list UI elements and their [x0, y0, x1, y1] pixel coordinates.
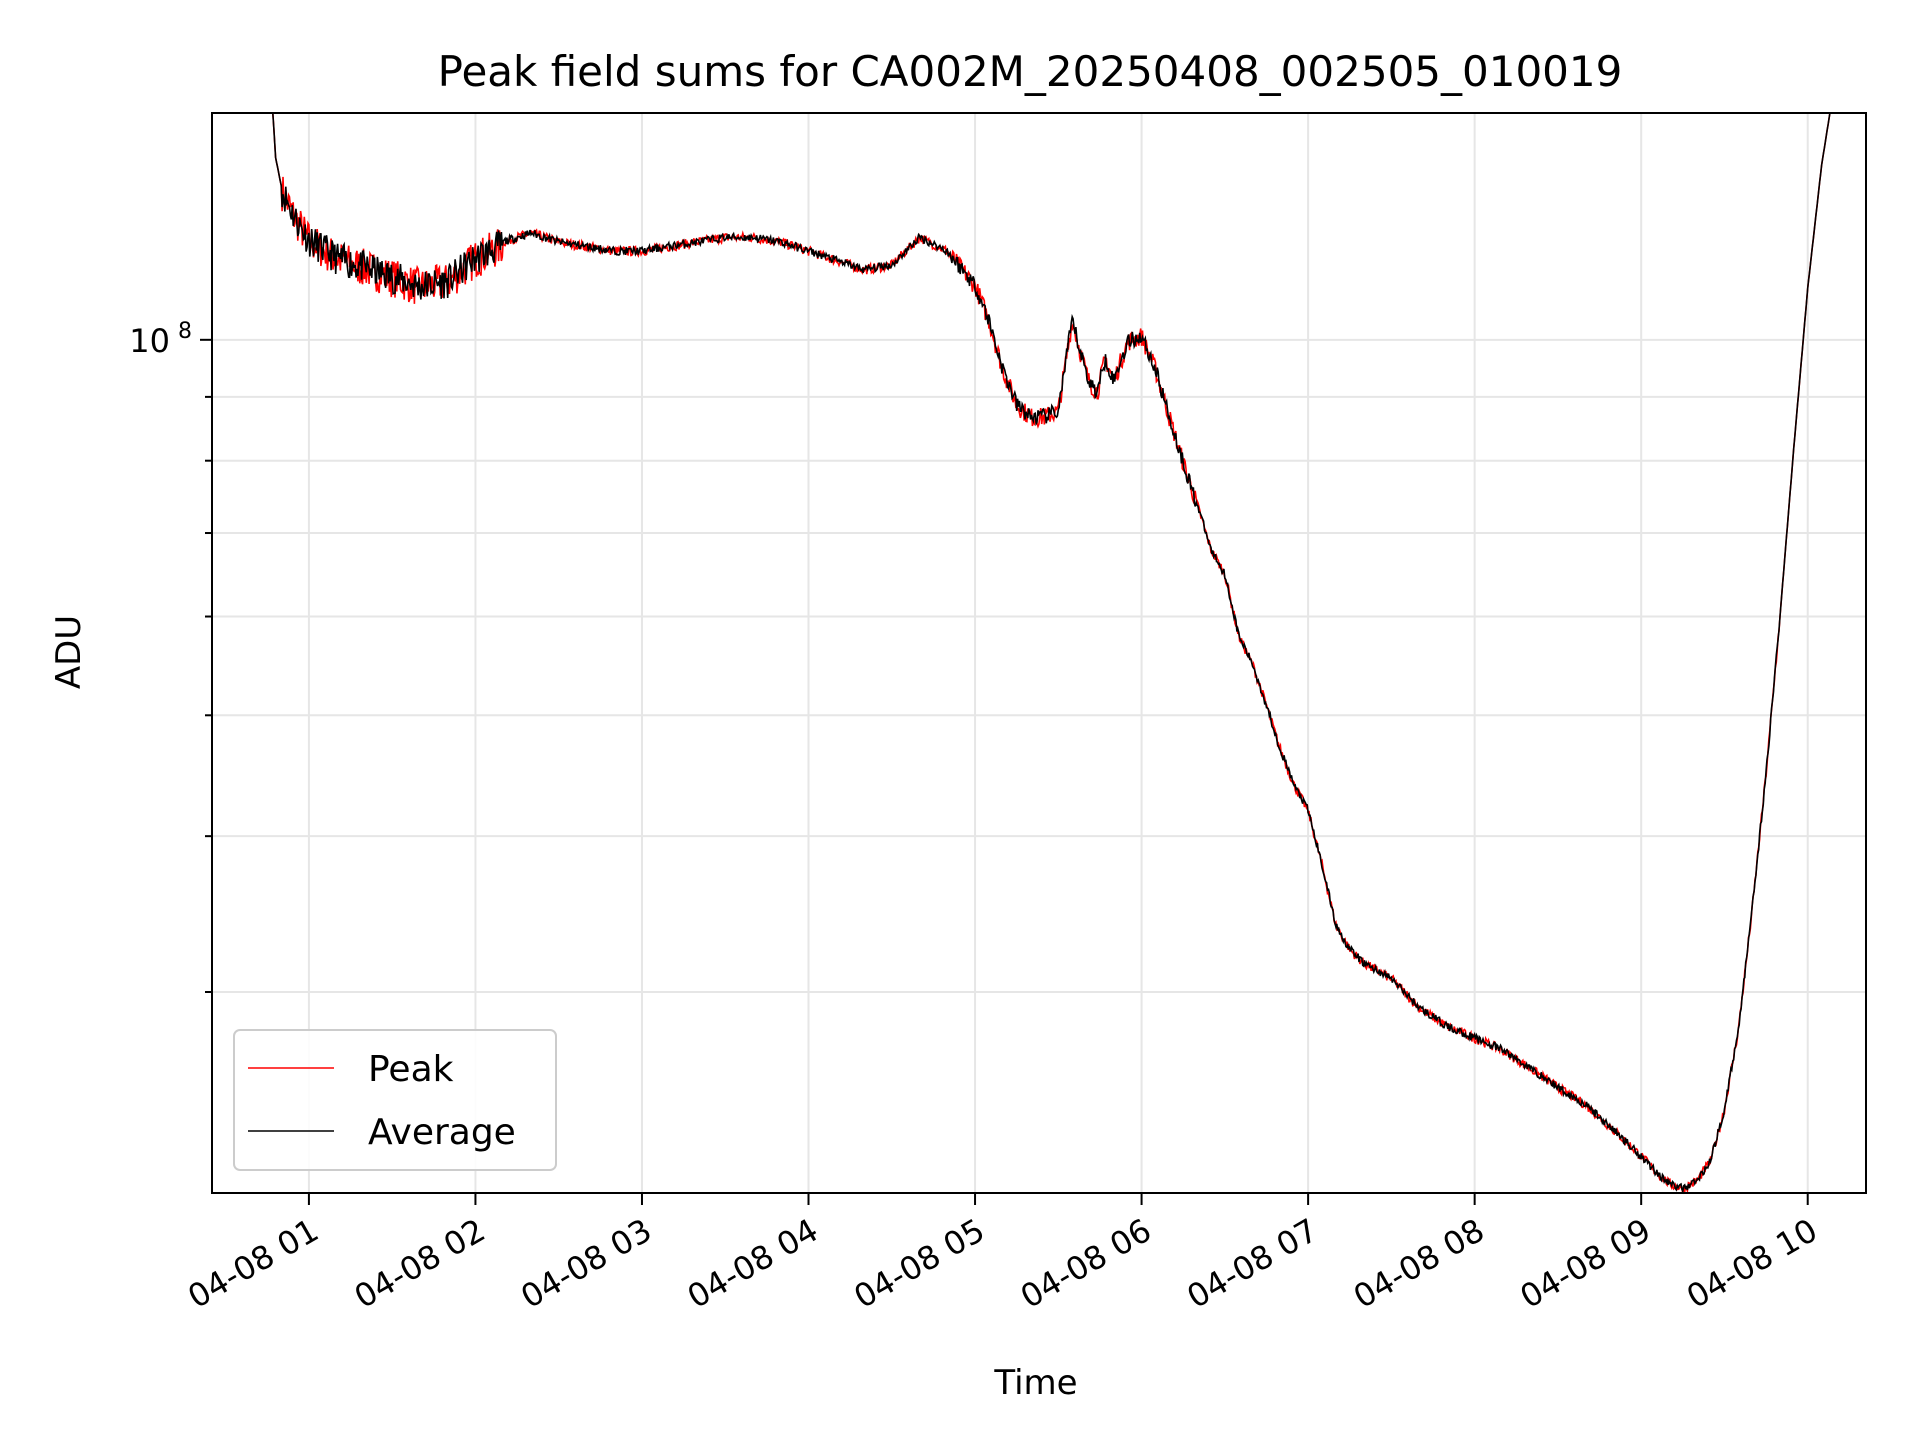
x-axis-ticks: 04-08 01 04-08 02 04-08 03 04-08 04 04-08 05… — [181, 1193, 1824, 1316]
x-tick-label: 04-08 09 — [1514, 1211, 1658, 1316]
legend-average-label: Average — [368, 1112, 516, 1153]
average-series-line — [211, 112, 1866, 1195]
x-tick-label: 04-08 08 — [1347, 1211, 1491, 1316]
x-tick-label: 04-08 01 — [181, 1211, 325, 1316]
x-tick-label: 04-08 05 — [847, 1211, 991, 1316]
legend: Peak Average — [233, 1029, 557, 1171]
legend-peak-label: Peak — [368, 1049, 454, 1090]
y-tick-label: 10 — [129, 322, 170, 360]
x-tick-label: 04-08 03 — [514, 1211, 658, 1316]
x-tick-label: 04-08 06 — [1014, 1211, 1158, 1316]
x-tick-label: 04-08 02 — [348, 1211, 492, 1316]
x-tick-label: 04-08 07 — [1181, 1211, 1325, 1316]
x-tick-label: 04-08 10 — [1680, 1211, 1824, 1316]
plot-lines — [211, 112, 1866, 1195]
y-tick-label-exponent: 8 — [178, 319, 192, 344]
y-axis-title: ADU — [49, 615, 89, 689]
legend-box — [233, 1029, 557, 1171]
chart-title: Peak field sums for CA002M_20250408_0025… — [438, 47, 1623, 96]
x-tick-label: 04-08 04 — [681, 1211, 825, 1316]
x-axis-title: Time — [993, 1363, 1077, 1403]
plot-area-frame — [211, 112, 1867, 1194]
grid-lines — [212, 113, 1866, 1193]
y-axis-ticks: 10 8 — [129, 319, 212, 993]
